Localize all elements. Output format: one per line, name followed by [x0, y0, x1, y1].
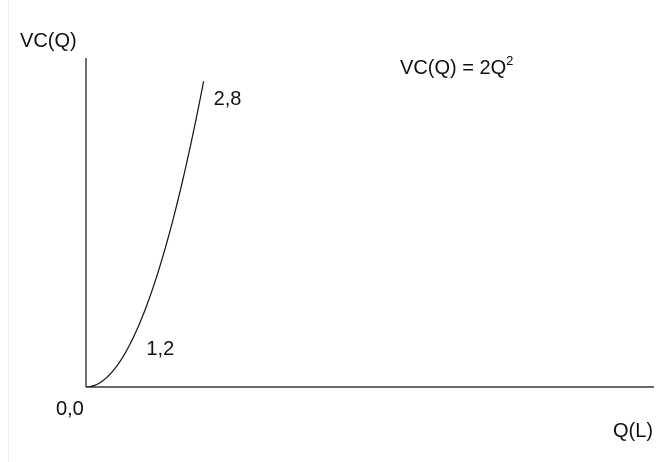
x-axis-label: Q(L) [613, 420, 653, 442]
y-axis-label: VC(Q) [20, 30, 77, 52]
point-label-1: 2,8 [214, 88, 242, 110]
origin-label: 0,0 [56, 398, 84, 420]
point-labels: 1,2 2,8 [146, 88, 241, 360]
frame-edge [8, 0, 9, 462]
equation-label: VC(Q) = 2Q2 [400, 53, 513, 79]
equation-exponent: 2 [506, 53, 513, 68]
cost-curve [85, 81, 205, 388]
point-label-0: 1,2 [146, 338, 174, 360]
equation-base: VC(Q) = 2Q [400, 57, 506, 79]
